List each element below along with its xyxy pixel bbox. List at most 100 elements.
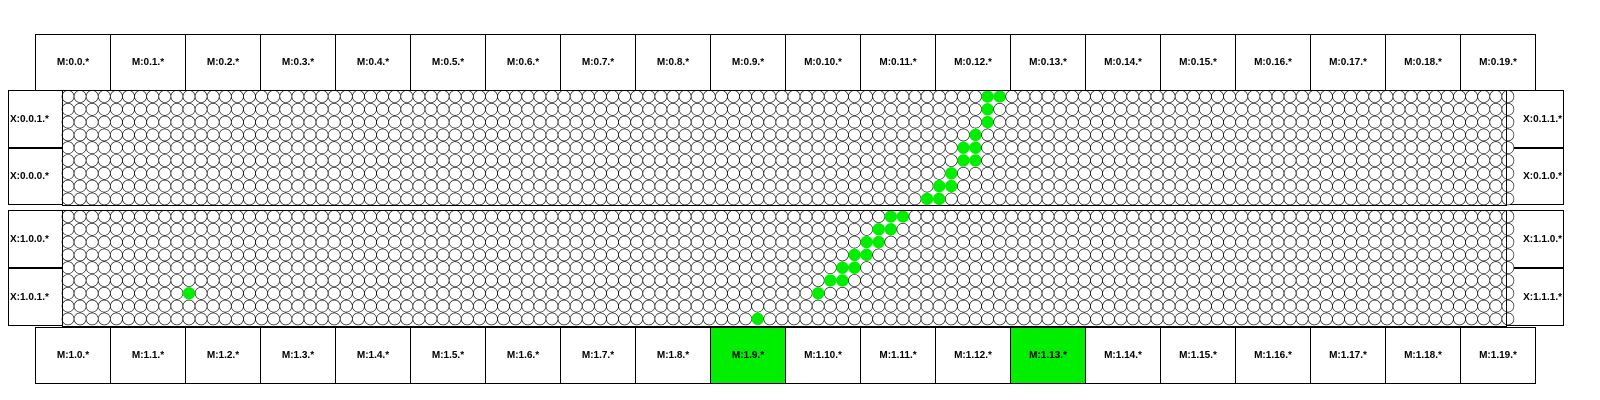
grid-node	[339, 141, 353, 154]
grid-node	[533, 248, 547, 262]
grid-node	[1247, 261, 1261, 275]
grid-node	[1053, 286, 1067, 300]
grid-node	[654, 179, 668, 193]
grid-node	[606, 210, 619, 223]
grid-node	[666, 210, 680, 223]
grid-node	[896, 103, 910, 116]
grid-node	[1295, 248, 1309, 262]
grid-node	[243, 154, 256, 167]
grid-node	[1187, 179, 1200, 193]
grid-node	[436, 286, 450, 300]
grid-node	[424, 141, 438, 154]
grid-node	[219, 312, 232, 326]
grid-node	[327, 90, 341, 103]
grid-node	[860, 103, 873, 116]
grid-node	[1126, 299, 1140, 313]
grid-node	[1162, 167, 1176, 180]
grid-node	[896, 235, 910, 249]
grid-node	[715, 115, 728, 129]
grid-node	[969, 179, 982, 193]
grid-node	[920, 90, 934, 103]
grid-node	[110, 210, 123, 223]
grid-node	[1138, 223, 1152, 236]
grid-node	[920, 286, 934, 300]
grid-node	[400, 312, 414, 326]
grid-node	[1368, 274, 1382, 287]
grid-node	[1332, 312, 1345, 326]
grid-node	[969, 210, 982, 223]
grid-node	[1501, 192, 1515, 206]
grid-node	[1271, 90, 1285, 103]
grid-node	[509, 179, 523, 193]
grid-node	[690, 235, 704, 249]
grid-node	[872, 179, 886, 193]
grid-node	[206, 90, 220, 103]
grid-node	[267, 192, 281, 206]
grid-node	[1429, 286, 1442, 300]
grid-node	[509, 223, 523, 236]
grid-node	[606, 179, 619, 193]
grid-node	[1211, 115, 1224, 129]
grid-node	[73, 192, 87, 206]
grid-node	[920, 235, 934, 249]
grid-node	[957, 312, 970, 326]
grid-node	[848, 235, 861, 249]
active-node	[811, 287, 825, 300]
grid-node	[194, 141, 208, 154]
grid-node	[715, 312, 728, 326]
grid-node	[436, 312, 450, 326]
grid-node	[715, 128, 728, 142]
grid-node	[279, 115, 293, 129]
grid-node	[158, 274, 172, 287]
grid-node	[1187, 286, 1200, 300]
grid-node	[1332, 128, 1345, 142]
grid-node	[388, 235, 402, 249]
grid-node	[799, 192, 813, 206]
grid-node	[146, 179, 159, 193]
grid-node	[412, 261, 426, 275]
grid-node	[1247, 274, 1261, 287]
grid-node	[376, 274, 389, 287]
grid-node	[473, 141, 486, 154]
grid-node	[957, 128, 970, 142]
grid-node	[1453, 90, 1466, 103]
grid-node	[122, 90, 135, 103]
grid-node	[642, 261, 656, 275]
grid-node	[303, 167, 317, 180]
left-side-label: X:1.0.1.*	[8, 268, 63, 326]
grid-node	[352, 286, 365, 300]
grid-node	[1017, 192, 1031, 206]
grid-node	[1223, 154, 1236, 167]
grid-node	[1344, 154, 1357, 167]
grid-node	[219, 286, 232, 300]
grid-node	[533, 90, 547, 103]
grid-node	[1489, 141, 1503, 154]
grid-node	[231, 141, 244, 154]
grid-node	[666, 274, 680, 287]
grid-node	[1416, 299, 1430, 313]
grid-node	[1150, 115, 1164, 129]
grid-node	[219, 167, 232, 180]
grid-node	[1211, 312, 1224, 326]
grid-node	[1211, 235, 1224, 249]
grid-node	[1308, 154, 1321, 167]
grid-node	[860, 115, 873, 129]
grid-node	[1235, 312, 1248, 326]
active-node	[981, 103, 994, 116]
grid-node	[957, 248, 970, 262]
grid-node	[1150, 167, 1164, 180]
grid-node	[231, 154, 244, 167]
grid-node	[1344, 128, 1357, 142]
grid-node	[811, 115, 825, 129]
grid-node	[1404, 274, 1418, 287]
grid-node	[678, 141, 692, 154]
grid-node	[485, 167, 498, 180]
grid-node	[944, 223, 958, 236]
grid-node	[1441, 248, 1454, 262]
grid-node	[1368, 179, 1382, 193]
grid-node	[85, 261, 99, 275]
grid-node	[1005, 312, 1019, 326]
grid-node	[993, 154, 1007, 167]
grid-node	[291, 248, 305, 262]
grid-node	[400, 128, 414, 142]
